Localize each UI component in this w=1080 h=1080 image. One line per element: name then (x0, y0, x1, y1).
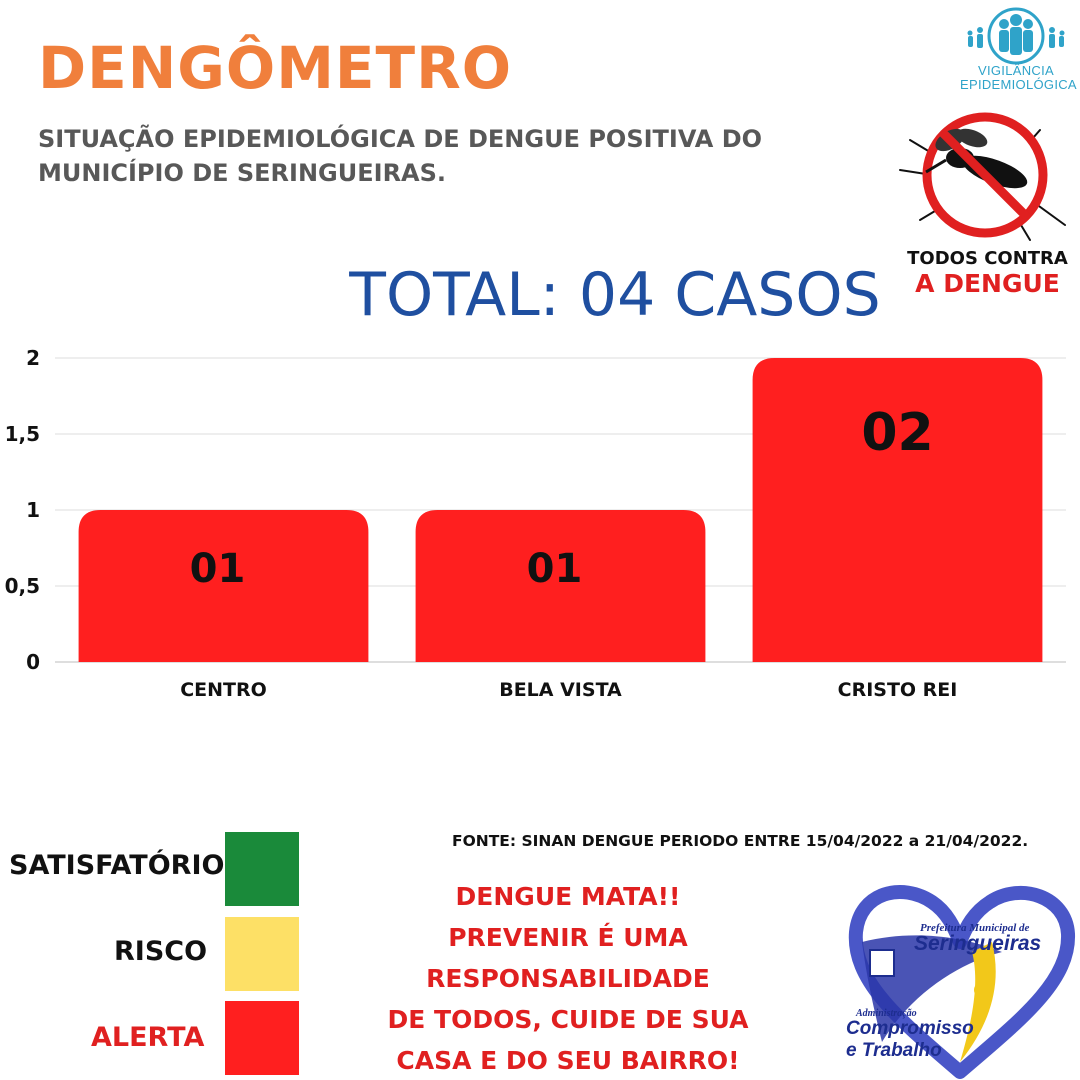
legend-label-alerta: ALERTA (91, 1022, 205, 1053)
campaign-line-2: A DENGUE (915, 269, 1060, 298)
page-subtitle: SITUAÇÃO EPIDEMIOLÓGICA DE DENGUE POSITI… (38, 122, 798, 190)
x-tick-label: BELA VISTA (499, 679, 622, 701)
legend-label-risco: RISCO (114, 936, 208, 967)
y-tick-label: 0,5 (5, 574, 40, 598)
vigilancia-line-2: EPIDEMIOLÓGICA (960, 77, 1077, 92)
total-cases: TOTAL: 04 CASOS (349, 260, 881, 330)
bar (752, 358, 1043, 662)
y-tick-label: 1,5 (5, 422, 40, 446)
x-tick-label: CENTRO (180, 679, 267, 701)
x-tick-label: CRISTO REI (838, 679, 958, 701)
bar (415, 510, 706, 662)
subtitle-line-1: SITUAÇÃO EPIDEMIOLÓGICA DE DENGUE POSITI… (38, 125, 763, 153)
message-line-4: DE TODOS, CUIDE DE SUA (387, 1005, 749, 1034)
subtitle-line-2: MUNICÍPIO DE SERINGUEIRAS. (38, 159, 447, 187)
no-mosquito-icon (899, 112, 1066, 241)
awareness-message: DENGUE MATA!! PREVENIR É UMA RESPONSABIL… (376, 876, 760, 1080)
legend-swatch-satisfatorio (225, 832, 299, 906)
campaign-slogan: TODOS CONTRA A DENGUE (900, 248, 1075, 298)
prefeitura-slogan: Compromisso e Trabalho (846, 1018, 974, 1062)
bar-data-label: 01 (527, 546, 583, 592)
vigilancia-logo-text: VIGILÂNCIA EPIDEMIOLÓGICA (960, 63, 1077, 92)
message-line-5: CASA E DO SEU BAIRRO! (396, 1046, 740, 1075)
prefeitura-line-4: Compromisso (846, 1018, 974, 1039)
legend-swatch-alerta (225, 1001, 299, 1075)
message-line-3: RESPONSABILIDADE (426, 964, 710, 993)
vigilancia-line-1: VIGILÂNCIA (978, 63, 1054, 78)
prefeitura-line-5: e Trabalho (846, 1040, 942, 1061)
bar (78, 510, 369, 662)
data-source: FONTE: SINAN DENGUE PERIODO ENTRE 15/04/… (452, 832, 1029, 850)
message-line-1: DENGUE MATA!! (455, 882, 681, 911)
coat-of-arms-icon (869, 949, 895, 977)
message-line-2: PREVENIR É UMA (448, 923, 688, 952)
heart-emblem-icon (848, 885, 1076, 1079)
legend-label-satisfatorio: SATISFATÓRIO (9, 850, 225, 881)
page-title: DENGÔMETRO (38, 34, 513, 102)
prefeitura-line-1: Prefeitura Municipal de (920, 922, 1030, 934)
people-group-icon (967, 7, 1065, 65)
vigilancia-logo: VIGILÂNCIA EPIDEMIOLÓGICA (960, 6, 1077, 98)
y-tick-label: 2 (26, 346, 40, 370)
prefeitura-line-2: Seringueiras (914, 932, 1042, 955)
bar-data-label: 02 (861, 403, 933, 463)
prefeitura-line-3: Administração (856, 1008, 917, 1019)
prefeitura-logo: Prefeitura Municipal de Seringueiras Adm… (842, 872, 1078, 1080)
legend-swatch-risco (225, 917, 299, 991)
y-tick-label: 1 (26, 498, 40, 522)
y-tick-label: 0 (26, 650, 40, 674)
campaign-line-1: TODOS CONTRA (907, 248, 1068, 269)
cases-bar-chart: 0 0,5 1 1,5 2 01 CENTRO 01 BELA VISTA 02 CRISTO RE… (5, 346, 1066, 701)
bar-data-label: 01 (190, 546, 246, 592)
